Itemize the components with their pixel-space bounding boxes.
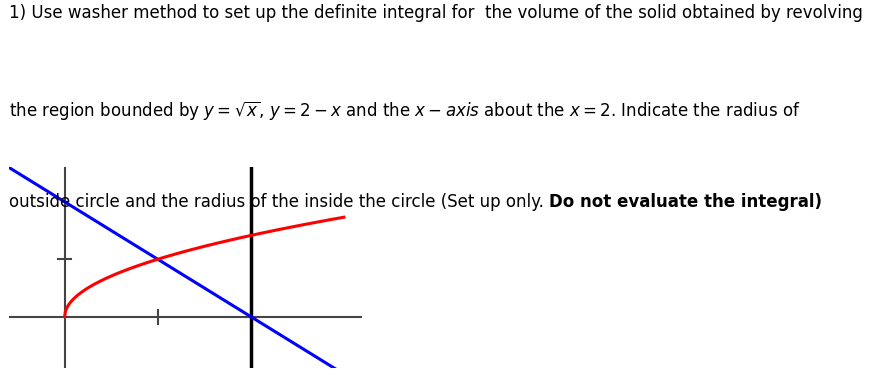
Text: outside circle and the radius of the inside the circle (Set up only.: outside circle and the radius of the ins… xyxy=(9,193,549,211)
Text: the region bounded by $y = \sqrt{x}$, $y = 2 - x$ and the $x - \mathit{axis}$ ab: the region bounded by $y = \sqrt{x}$, $y… xyxy=(9,99,800,122)
Text: 1) Use washer method to set up the definite integral for  the volume of the soli: 1) Use washer method to set up the defin… xyxy=(9,4,863,22)
Text: Do not evaluate the integral): Do not evaluate the integral) xyxy=(549,193,822,211)
